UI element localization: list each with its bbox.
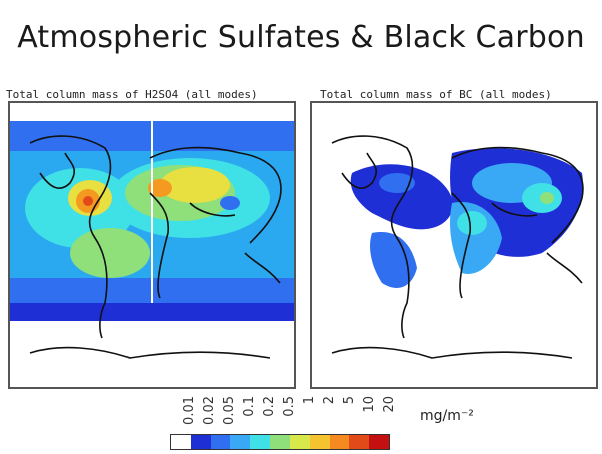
colorbar-swatch — [329, 435, 350, 449]
left-panel-label: Total column mass of H2SO4 (all modes) — [6, 88, 258, 101]
colorbar-swatch — [289, 435, 310, 449]
bc-cyan-africa — [457, 211, 487, 235]
bc-map-panel — [310, 101, 598, 389]
colorbar-swatch — [369, 435, 389, 449]
colorbar-tick-label: 0.2 — [262, 396, 277, 417]
bc-green-asia — [540, 192, 554, 204]
sulfate-green-atlantic — [70, 228, 150, 278]
colorbar-tick-label: 0.05 — [222, 396, 237, 425]
bc-blue-sa — [370, 232, 417, 288]
colorbar-tick-label: 5 — [342, 396, 357, 405]
sulfate-orange-europe — [148, 179, 172, 197]
sulfate-coastlines — [29, 135, 282, 359]
colorbar-swatch — [270, 435, 290, 449]
colorbar-tick-label: 2 — [322, 396, 337, 405]
colorbar-swatch — [349, 435, 370, 449]
colorbar-swatch — [210, 435, 231, 449]
sulfate-blue-spot — [220, 196, 240, 210]
bc-blue-na — [350, 164, 453, 230]
right-panel-label: Total column mass of BC (all modes) — [320, 88, 552, 101]
colorbar-tick-label: 0.1 — [242, 396, 257, 417]
colorbar-swatch — [250, 435, 271, 449]
colorbar-swatch — [230, 435, 251, 449]
sulfate-red-spot — [83, 196, 93, 206]
sulfate-antarctic-white — [10, 321, 294, 387]
colorbar-unit-label: mg/m⁻² — [420, 408, 474, 424]
page-title: Atmospheric Sulfates & Black Carbon — [17, 20, 585, 55]
sulfate-map-panel — [8, 101, 296, 389]
bc-blue-na-core — [379, 173, 415, 193]
colorbar-tick-label: 20 — [382, 396, 397, 413]
colorbar-tick-label: 1 — [302, 396, 317, 405]
colorbar-tick-label: 0.02 — [202, 396, 217, 425]
bc-coastlines — [331, 135, 584, 359]
colorbar-swatch — [309, 435, 330, 449]
colorbar-tick-label: 0.5 — [282, 396, 297, 417]
sulfate-yellow-asia — [160, 167, 230, 203]
colorbar — [170, 434, 390, 450]
colorbar-swatch — [171, 435, 191, 449]
colorbar-tick-label: 0.01 — [182, 396, 197, 425]
colorbar-tick-label: 10 — [362, 396, 377, 413]
colorbar-swatch — [190, 435, 211, 449]
colorbar-tick-labels: 0.01 0.02 0.05 0.1 0.2 0.5 1 2 5 10 20 — [170, 396, 397, 432]
sulfate-map — [10, 121, 294, 387]
bc-map — [312, 103, 596, 387]
